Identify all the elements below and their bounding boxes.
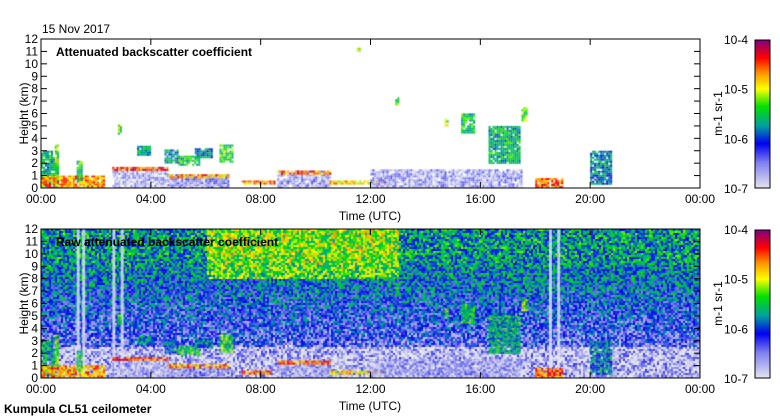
instrument-label: Kumpula CL51 ceilometer [4,402,152,416]
colorbar [754,39,771,189]
y-tick-label: 5 [31,309,38,323]
y-tick-label: 11 [26,44,39,58]
colorbar-tick-label: 10-4 [724,33,748,47]
backscatter-heatmap [41,39,700,188]
y-tick-label: 5 [31,119,38,133]
x-axis-label: Time (UTC) [339,209,401,223]
x-tick-label: 08:00 [246,382,276,396]
colorbar-tick-label: 10-5 [724,83,748,97]
y-tick-label: 2 [31,346,38,360]
y-axis-label: Height (km) [17,272,31,334]
y-axis-label: Height (km) [17,82,31,144]
colorbar-label: m-1 sr-1 [711,91,725,136]
x-tick-label: 16:00 [465,382,495,396]
y-tick-label: 8 [31,82,38,96]
y-tick-label: 10 [25,247,39,261]
y-tick-label: 0 [31,181,38,195]
y-tick-label: 7 [31,94,38,108]
y-tick-label: 11 [26,234,39,248]
y-tick-label: 6 [31,107,38,121]
y-tick-label: 12 [25,32,39,46]
y-tick-label: 2 [31,156,38,170]
y-tick-label: 9 [31,69,38,83]
x-tick-label: 00:00 [26,192,56,206]
x-tick-label: 16:00 [465,192,495,206]
colorbar-tick-label: 10-6 [724,132,748,146]
x-tick-label: 12:00 [355,382,385,396]
y-tick-label: 9 [31,259,38,273]
x-axis-label: Time (UTC) [339,399,401,413]
x-tick-label: 08:00 [246,192,276,206]
x-tick-label: 20:00 [575,382,605,396]
x-tick-label: 12:00 [355,192,385,206]
y-tick-label: 4 [31,131,38,145]
y-tick-label: 8 [31,272,38,286]
colorbar-tick-label: 10-4 [724,223,748,237]
raw-backscatter-heatmap [41,229,700,378]
x-tick-label: 00:00 [685,192,715,206]
y-tick-label: 1 [31,169,38,183]
y-tick-label: 6 [31,297,38,311]
plot-title: Raw attenuated backscatter coefficient [56,235,278,249]
y-tick-label: 7 [31,284,38,298]
x-tick-label: 04:00 [136,192,166,206]
x-tick-label: 00:00 [26,382,56,396]
plot-frame [40,38,701,189]
y-tick-label: 0 [31,371,38,385]
y-tick-label: 12 [25,222,39,236]
x-tick-label: 20:00 [575,192,605,206]
y-tick-label: 1 [31,359,38,373]
plot-frame [40,228,701,379]
colorbar-tick-label: 10-6 [724,322,748,336]
y-tick-label: 3 [31,334,38,348]
y-tick-label: 4 [31,321,38,335]
x-tick-label: 00:00 [685,382,715,396]
colorbar-label: m-1 sr-1 [711,281,725,326]
colorbar-tick-label: 10-5 [724,273,748,287]
x-tick-label: 04:00 [136,382,166,396]
colorbar-tick-label: 10-7 [724,372,748,386]
y-tick-label: 3 [31,144,38,158]
colorbar-tick-label: 10-7 [724,182,748,196]
colorbar [754,229,771,379]
date-label: 15 Nov 2017 [42,22,111,36]
plot-title: Attenuated backscatter coefficient [56,45,252,59]
y-tick-label: 10 [25,57,39,71]
